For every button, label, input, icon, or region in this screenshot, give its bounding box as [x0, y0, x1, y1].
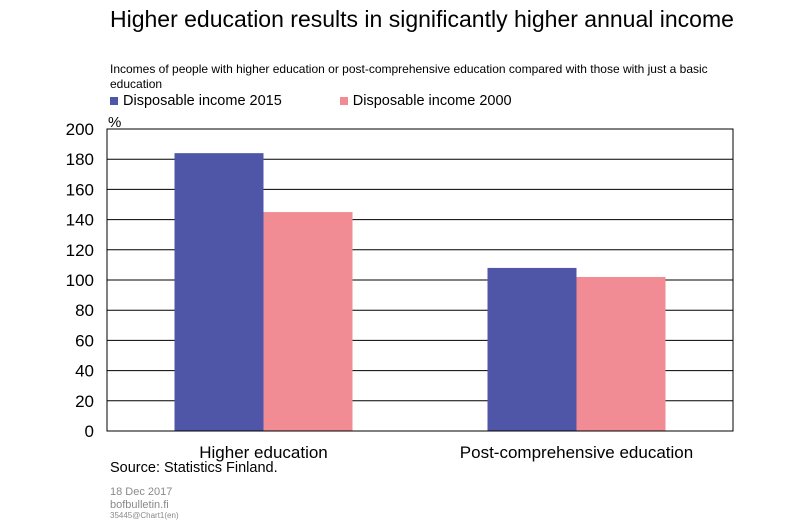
legend-label-2015: Disposable income 2015	[123, 93, 282, 109]
chart-title: Higher education results in significantl…	[110, 6, 734, 32]
y-tick-label: 180	[66, 150, 94, 169]
y-tick-label: 100	[66, 271, 94, 290]
x-tick-label: Post-comprehensive education	[460, 443, 693, 462]
site-name: bofbulletin.fi	[110, 499, 169, 511]
y-axis-label: %	[108, 114, 121, 131]
y-tick-label: 120	[66, 241, 94, 260]
y-tick-label: 40	[75, 362, 94, 381]
y-tick-label: 140	[66, 211, 94, 230]
chart-code: 35445@Chart1(en)	[110, 511, 179, 520]
chart-subtitle: Incomes of people with higher education …	[110, 62, 708, 91]
y-tick-label: 200	[66, 120, 94, 139]
bar-2015-1	[487, 267, 577, 431]
legend-swatch-2015	[110, 97, 118, 105]
legend-item-2000: Disposable income 2000	[339, 93, 512, 109]
y-tick-label: 160	[66, 180, 94, 199]
publish-date: 18 Dec 2017	[110, 486, 173, 498]
y-tick-label: 20	[75, 392, 94, 411]
bar-2000-1	[576, 276, 666, 431]
legend-swatch-2000	[339, 97, 348, 105]
x-tick-label: Higher education	[199, 443, 328, 462]
legend-item-2015: Disposable income 2015	[110, 93, 282, 109]
legend-label-2000: Disposable income 2000	[352, 93, 512, 109]
legend: Disposable income 2015 Disposable income…	[110, 93, 570, 109]
y-tick-label: 80	[75, 301, 94, 320]
bar-2000-0	[263, 212, 353, 431]
y-tick-label: 0	[85, 422, 94, 441]
plot-frame	[106, 128, 734, 432]
source-note: Source: Statistics Finland.	[110, 460, 278, 476]
bar-2015-0	[174, 153, 264, 431]
y-tick-label: 60	[75, 331, 94, 350]
